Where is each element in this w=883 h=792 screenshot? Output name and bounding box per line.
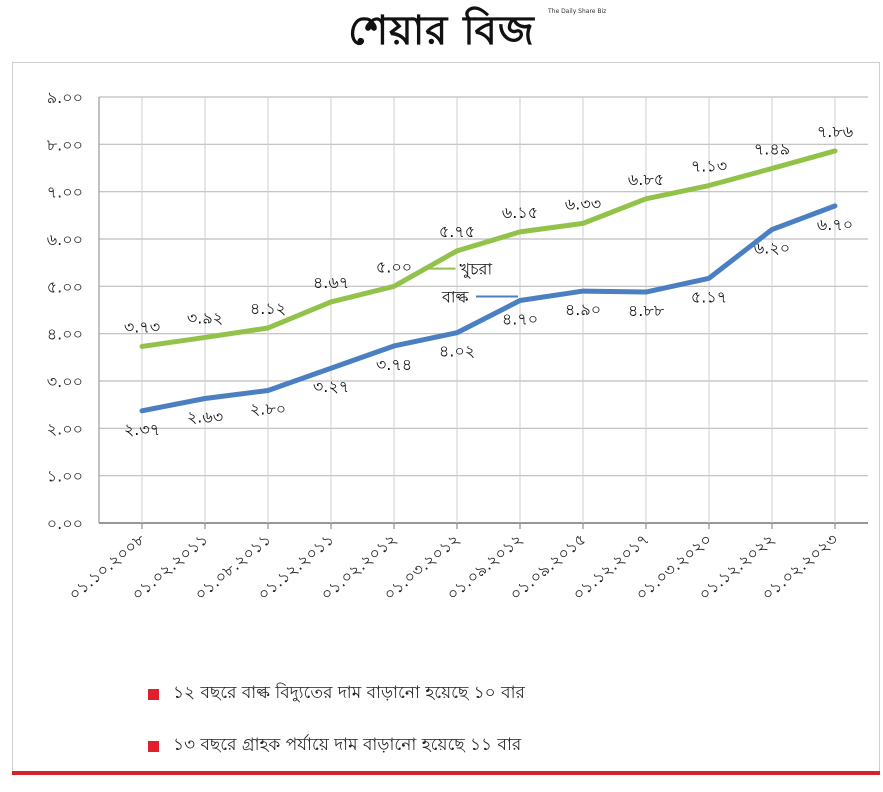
series-line-retail [139,148,838,349]
y-tick-label: ৩.০০ [47,372,83,391]
y-tick-label: ০.০০ [47,514,83,533]
data-label: ২.৬৩ [187,408,223,427]
data-label: ৫.৭৫ [439,222,475,241]
chart-panel: ০.০০ ১.০০ ২.০০ ৩.০০ ৪.০০ ৫.০০ ৬.০০ ৭.০০ ৮.০০ ৯.০০… [12,62,880,774]
y-tick-label: ৬.০০ [47,230,83,249]
data-label: ৩.৭৪ [376,355,412,374]
data-label: ৬.৮৫ [628,170,664,189]
data-label: ৫.০০ [376,257,412,276]
tagline: The Daily Share Biz [548,8,607,15]
data-label: ২.৮০ [250,399,286,418]
note-2: ১৩ বছরে গ্রাহক পর্যায়ে দাম বাড়ানো হয়ে… [148,734,848,758]
data-label: ৪.৬৭ [313,273,349,292]
y-tick-label: ১.০০ [47,467,83,486]
y-tick-label: ৪.০০ [47,325,83,344]
bottom-rule [12,771,880,775]
data-label: ৭.৪৯ [754,139,790,158]
data-label: ৭.১৩ [691,157,727,176]
note-2-bullet [148,740,159,752]
data-label: ৩.২৭ [313,377,349,396]
line-chart: ০.০০ ১.০০ ২.০০ ৩.০০ ৪.০০ ৫.০০ ৬.০০ ৭.০০ ৮.০০ ৯.০০… [47,88,868,604]
note-1-bullet [148,688,159,700]
series-line-bulk [139,203,838,414]
logo: শেয়ার বিজ [348,8,535,54]
data-label: ৪.৯০ [565,300,601,319]
data-label: ৬.৭০ [817,215,853,234]
data-label: ৭.৮৬ [817,122,853,141]
data-label: ৬.২০ [754,239,790,258]
data-label: ৬.৩৩ [565,194,601,213]
retail-series-label: খুচরা [460,260,493,279]
data-label: ২.৩৭ [124,420,160,439]
y-tick-label: ৭.০০ [47,183,83,202]
masthead: শেয়ার বিজ The Daily Share Biz [0,0,883,62]
y-tick-label: ২.০০ [47,419,83,438]
note-1-text: ১২ বছরে বাল্ক বিদ্যুতের দাম বাড়ানো হয়ে… [173,683,525,703]
note-2-text: ১৩ বছরে গ্রাহক পর্যায়ে দাম বাড়ানো হয়ে… [173,735,522,755]
y-tick-label: ৫.০০ [47,277,83,296]
data-label: ৪.০২ [439,342,475,361]
data-label: ৫.১৭ [691,287,727,306]
data-label: ৩.৯২ [187,308,223,327]
data-label: ৩.৭৩ [124,317,160,336]
bulk-series-label: বাল্ক [441,288,470,307]
y-tick-label: ৯.০০ [47,88,83,107]
data-label: ৪.৭০ [502,310,538,329]
note-1: ১২ বছরে বাল্ক বিদ্যুতের দাম বাড়ানো হয়ে… [148,682,848,706]
y-tick-label: ৮.০০ [47,135,83,154]
data-label: ৪.১২ [250,299,286,318]
data-label: ৬.১৫ [502,203,538,222]
data-label: ৪.৮৮ [628,301,665,320]
